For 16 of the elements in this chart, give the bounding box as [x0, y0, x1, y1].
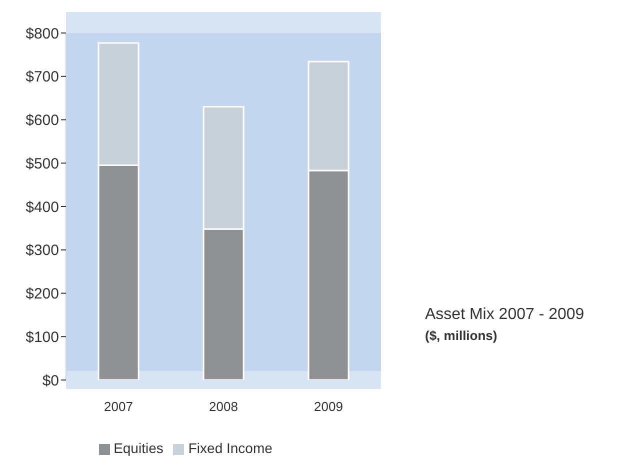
- text: Asset Mix 2007 - 2009: [425, 306, 584, 324]
- x-tick-label: 2007: [104, 399, 133, 414]
- x-tick-label: 2008: [209, 399, 238, 414]
- legend-label: Fixed Income: [188, 440, 272, 456]
- y-tick-label: $800: [26, 25, 59, 42]
- y-tick-label: $200: [26, 286, 59, 303]
- y-tick-label: $700: [26, 68, 59, 86]
- y-tick-label: $400: [26, 198, 59, 216]
- legend-label: Equities: [114, 440, 164, 456]
- y-tick-label: $600: [26, 112, 59, 130]
- y-tick-label: $500: [26, 155, 59, 172]
- y-tick-label: $100: [26, 328, 59, 346]
- text: ($, millions): [425, 328, 498, 343]
- y-tick-label: $0: [42, 372, 59, 390]
- y-tick-label: $300: [26, 242, 59, 260]
- x-tick-label: 2009: [314, 399, 343, 414]
